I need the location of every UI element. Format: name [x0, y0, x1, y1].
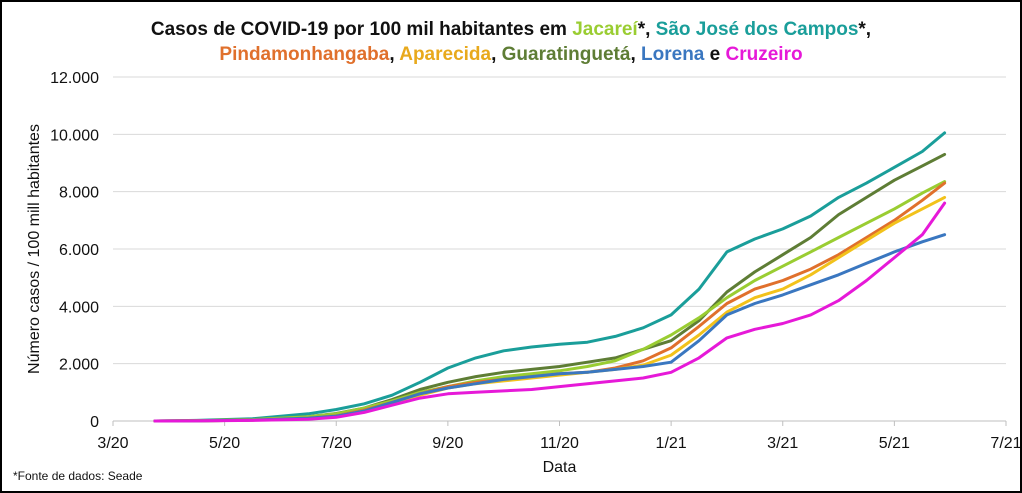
title-line-1-segment-4: *,: [858, 19, 872, 40]
title-line-2-segment-8: Cruzeiro: [725, 44, 803, 65]
series-line-guaratinguet-: [153, 152, 947, 423]
title-line-2-segment-7: e: [704, 44, 726, 65]
chart-title-line-2: Pindamonhangaba, Aparecida, Guaratinguet…: [2, 44, 1020, 66]
chart-title-line-1: Casos de COVID-19 por 100 mil habitantes…: [2, 19, 1020, 41]
title-line-2-segment-5: ,: [630, 44, 642, 65]
y-tick-label: 4.000: [59, 299, 99, 316]
title-line-2-segment-3: ,: [491, 44, 502, 65]
title-line-2-segment-6: Lorena: [641, 44, 705, 65]
title-line-1-segment-1: Jacareí: [572, 19, 638, 40]
x-tick-label: 3/21: [767, 435, 798, 452]
x-tick-label: 5/21: [879, 435, 910, 452]
y-tick-label: 10.000: [50, 127, 99, 144]
series-line-s-o-jos-dos-campos: [153, 131, 947, 423]
y-tick-label: 0: [90, 414, 99, 431]
x-tick-label: 7/21: [990, 435, 1020, 452]
title-line-2-segment-2: Aparecida: [399, 44, 492, 65]
series-line-cruzeiro: [153, 201, 947, 423]
y-tick-label: 2.000: [59, 357, 99, 374]
title-line-2-segment-4: Guaratinguetá: [501, 44, 631, 65]
y-tick-label: 12.000: [50, 70, 99, 87]
title-line-2-segment-0: Pindamonhangaba: [219, 44, 390, 65]
title-line-2-segment-1: ,: [389, 44, 400, 65]
x-axis-title: Data: [543, 459, 577, 476]
title-line-1-segment-0: Casos de COVID-19 por 100 mil habitantes…: [150, 19, 573, 40]
title-line-1-segment-3: São José dos Campos: [655, 19, 859, 40]
x-tick-label: 5/20: [209, 435, 240, 452]
source-note: *Fonte de dados: Seade: [13, 469, 143, 483]
x-tick-label: 9/20: [432, 435, 463, 452]
y-axis-title: Número casos / 100 mill habitantes: [26, 124, 43, 374]
series-line-pindamonhangaba: [153, 181, 947, 423]
y-tick-label: 8.000: [59, 185, 99, 202]
x-tick-label: 3/20: [97, 435, 128, 452]
x-tick-label: 7/20: [321, 435, 352, 452]
y-tick-label: 6.000: [59, 242, 99, 259]
title-line-1-segment-2: *,: [637, 19, 656, 40]
x-tick-label: 1/21: [656, 435, 687, 452]
x-tick-label: 11/20: [540, 435, 579, 452]
series-line-jacare-: [153, 180, 947, 423]
